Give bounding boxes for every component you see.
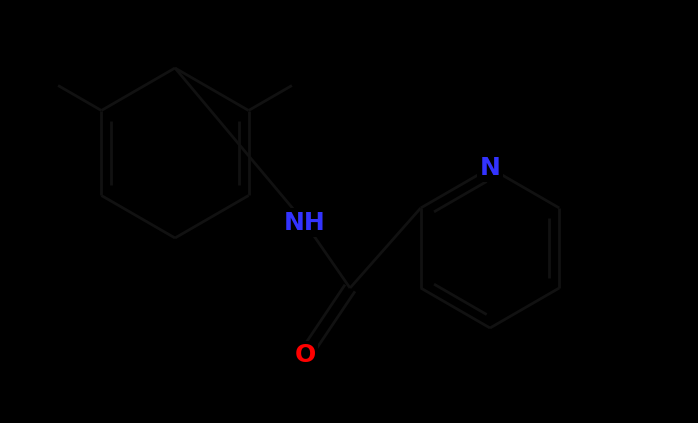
- Text: N: N: [480, 156, 500, 180]
- Text: O: O: [295, 343, 315, 367]
- Text: NH: NH: [284, 211, 326, 235]
